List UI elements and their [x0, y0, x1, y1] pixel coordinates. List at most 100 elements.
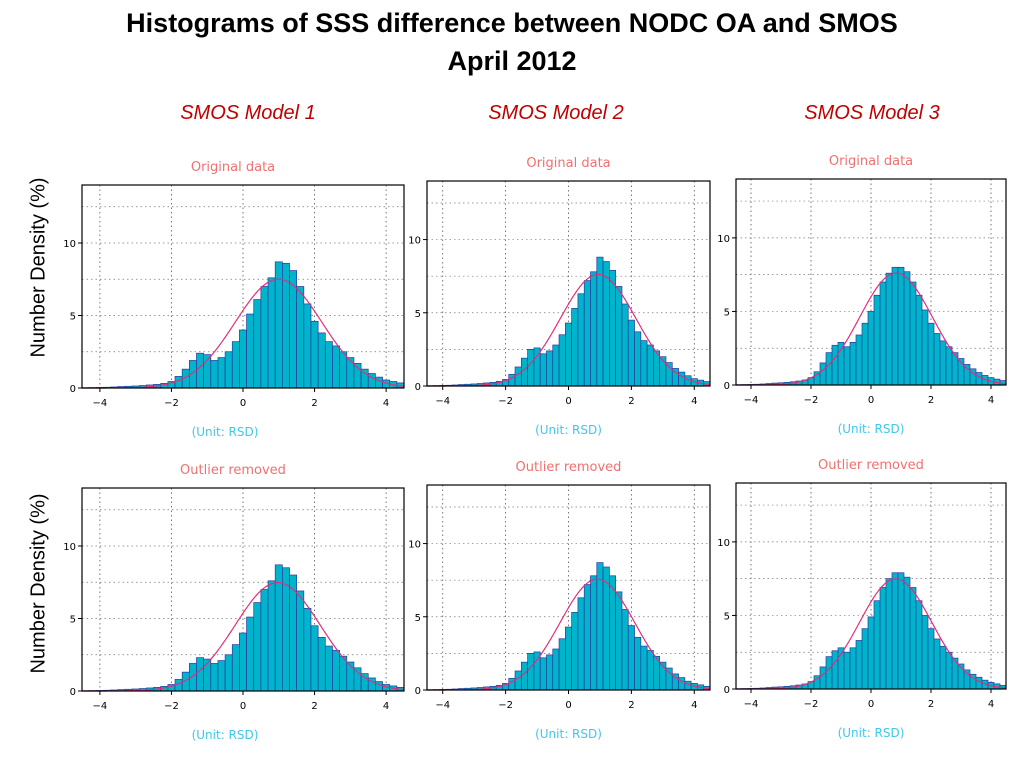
y-tick-label: 5	[70, 615, 76, 626]
histogram-bar	[310, 320, 319, 389]
y-tick-label: 5	[724, 611, 730, 622]
histogram-bar	[621, 609, 629, 691]
histogram-bar	[825, 656, 833, 690]
histogram-bar	[609, 575, 617, 691]
y-tick-label: 0	[70, 687, 76, 698]
x-tick-label: −4	[93, 398, 108, 409]
histogram-bar	[310, 625, 319, 692]
histogram-bar	[855, 334, 863, 386]
histogram-bar	[539, 657, 547, 691]
histogram-bar	[897, 572, 905, 690]
histogram-bar	[909, 281, 917, 386]
histogram-bar	[324, 341, 333, 389]
x-tick-label: 0	[868, 395, 874, 406]
histogram-bar	[196, 657, 204, 692]
histogram-bar	[558, 334, 566, 387]
histogram-bar	[571, 308, 579, 387]
y-tick-label: 0	[724, 381, 730, 392]
histogram-bar	[332, 345, 340, 389]
histogram-bar	[831, 344, 839, 386]
y-tick-label: 5	[724, 307, 730, 318]
histogram-bar	[843, 346, 851, 386]
histogram-bar	[867, 311, 875, 386]
x-tick-label: 2	[311, 398, 317, 409]
x-tick-label: 4	[988, 699, 994, 710]
x-tick-label: 2	[628, 700, 634, 711]
x-tick-label: 4	[691, 396, 697, 407]
y-tick-label: 10	[717, 234, 730, 245]
histogram-bar	[514, 366, 522, 387]
x-tick-label: −4	[744, 395, 759, 406]
panel-subtitle: Outlier removed	[818, 458, 924, 473]
histogram-bar	[260, 589, 269, 692]
histogram-bar	[246, 616, 255, 692]
histogram-bar	[609, 269, 617, 387]
histogram-bar	[577, 597, 585, 691]
histogram-bar	[196, 352, 204, 389]
histogram-bar	[267, 580, 276, 692]
y-tick-label: 0	[415, 686, 421, 697]
histogram-panel-2: Original data (Unit: RSD) −4 −2 0 2 4 0 5 10	[408, 156, 711, 437]
histogram-bar	[375, 376, 383, 389]
histogram-bar	[634, 331, 642, 387]
histogram-bar	[546, 654, 554, 691]
histogram-bar	[909, 587, 917, 690]
histogram-bar	[577, 293, 585, 387]
histogram-bar	[640, 340, 648, 387]
histogram-bar	[274, 261, 283, 389]
histogram-bar	[634, 636, 642, 691]
histogram-bar	[945, 651, 953, 690]
x-tick-label: −4	[93, 701, 108, 712]
histogram-bar	[324, 645, 333, 692]
histogram-bar	[975, 676, 983, 690]
histogram-bar	[897, 266, 905, 386]
histogram-bar	[903, 576, 911, 690]
histogram-bar	[596, 562, 604, 691]
histogram-bar	[317, 636, 326, 692]
histogram-bar	[552, 344, 560, 387]
y-tick-label: 5	[415, 309, 421, 320]
x-tick-label: 0	[565, 396, 571, 407]
histogram-bar	[303, 607, 312, 692]
histogram-bar	[571, 612, 579, 691]
histogram-bar	[296, 590, 305, 692]
histogram-bar	[615, 591, 623, 691]
histogram-bar	[665, 362, 673, 387]
histogram-bar	[921, 615, 929, 690]
y-tick-label: 10	[717, 538, 730, 549]
histogram-bar	[825, 352, 833, 386]
histogram-bar	[353, 667, 362, 692]
x-axis-unit-label: (Unit: RSD)	[838, 422, 905, 436]
histogram-bar	[253, 299, 262, 389]
panel-subtitle: Outlier removed	[180, 463, 286, 478]
y-tick-label: 5	[415, 613, 421, 624]
histogram-bar	[239, 329, 247, 389]
x-axis-unit-label: (Unit: RSD)	[192, 728, 259, 742]
histogram-bar	[975, 372, 983, 386]
histogram-bar	[596, 256, 604, 387]
histogram-bar	[933, 638, 941, 690]
histogram-bar	[346, 357, 355, 389]
x-tick-label: 0	[240, 398, 246, 409]
x-tick-label: −4	[435, 396, 450, 407]
histogram-panel-4: Outlier removed (Unit: RSD) −4 −2 0 2 4 0 5 10	[63, 463, 405, 742]
histogram-bar	[565, 626, 572, 691]
histogram-bar	[260, 286, 269, 389]
histogram-bar	[849, 341, 857, 386]
histogram-bar	[891, 266, 899, 386]
y-tick-label: 5	[70, 312, 76, 323]
histogram-bar	[558, 638, 566, 691]
histogram-bar	[246, 313, 255, 389]
histogram-bar	[527, 349, 535, 387]
histogram-bar	[602, 566, 610, 691]
column-title-model-2: SMOS Model 2	[488, 102, 624, 124]
x-tick-label: −2	[498, 396, 513, 407]
y-tick-label: 10	[408, 236, 421, 247]
histogram-panel-1: Original data (Unit: RSD) −4 −2 0 2 4 0 5 10	[63, 160, 405, 439]
histogram-bar	[253, 602, 262, 692]
panel-subtitle: Original data	[829, 154, 913, 169]
histogram-bar	[933, 333, 941, 386]
y-tick-label: 10	[63, 239, 76, 250]
histogram-bar	[861, 628, 869, 690]
